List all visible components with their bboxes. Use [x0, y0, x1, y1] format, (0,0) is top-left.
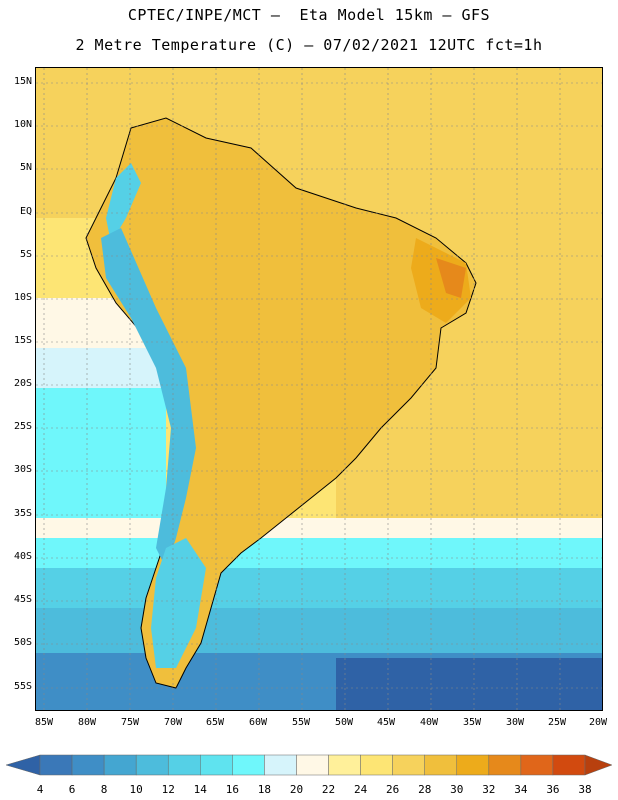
- colorbar-label: 8: [100, 783, 108, 796]
- lat-label-10s: 10S: [13, 292, 32, 303]
- colorbar-label: 22: [321, 783, 336, 796]
- lat-label-40s: 40S: [13, 551, 32, 562]
- lat-label-25s: 25S: [13, 421, 32, 432]
- lon-label-80w: 80W: [77, 717, 97, 728]
- colorbar-swatch: [392, 754, 425, 776]
- colorbar-swatch: [200, 754, 233, 776]
- colorbar-label: 26: [386, 783, 400, 796]
- colorbar-label: 24: [353, 783, 368, 796]
- colorbar-label: 18: [257, 783, 272, 796]
- colorbar-swatch: [488, 754, 522, 776]
- colorbar-label: 16: [225, 783, 239, 796]
- lat-label-15n: 15N: [13, 76, 32, 87]
- colorbar-label: 14: [193, 783, 207, 796]
- colorbar-arrow-high: [584, 754, 613, 776]
- colorbar-label: 34: [514, 783, 528, 796]
- temperature-map: [35, 67, 603, 711]
- lon-label-40w: 40W: [419, 717, 439, 728]
- colorbar-swatch: [39, 754, 73, 776]
- colorbar-label: 4: [36, 783, 44, 796]
- title-line-1: CPTEC/INPE/MCT – Eta Model 15km – GFS: [127, 6, 491, 24]
- lon-label-30w: 30W: [505, 717, 525, 728]
- lat-label-eq: EQ: [19, 206, 32, 217]
- colorbar-swatch: [360, 754, 393, 776]
- colorbar-swatch: [456, 754, 490, 776]
- lon-label-85w: 85W: [34, 717, 54, 728]
- lon-label-50w: 50W: [334, 717, 354, 728]
- colorbar-label: 36: [546, 783, 560, 796]
- colorbar-swatch: [103, 754, 137, 776]
- colorbar-label: 10: [129, 783, 143, 796]
- lon-label-70w: 70W: [163, 717, 183, 728]
- colorbar-arrow-low: [5, 754, 41, 776]
- lat-label-35s: 35S: [13, 508, 32, 519]
- lon-label-75w: 75W: [120, 717, 140, 728]
- colorbar-label: 12: [161, 783, 175, 796]
- colorbar-label: 6: [68, 783, 76, 796]
- lat-label-50s: 50S: [13, 637, 32, 648]
- colorbar-swatch: [328, 754, 361, 776]
- colorbar-swatch: [264, 754, 297, 776]
- colorbar-label: 30: [450, 783, 464, 796]
- lat-label-10n: 10N: [13, 119, 32, 130]
- colorbar-swatch: [135, 754, 169, 776]
- lat-label-20s: 20S: [13, 378, 32, 389]
- colorbar-label: 28: [418, 783, 432, 796]
- colorbar-label: 20: [289, 783, 304, 796]
- colorbar-label: 32: [482, 783, 496, 796]
- lat-label-45s: 45S: [13, 594, 32, 605]
- colorbar-swatch: [552, 754, 586, 776]
- lat-label-30s: 30S: [13, 464, 32, 475]
- colorbar-swatch: [232, 754, 265, 776]
- lat-label-5n: 5N: [19, 162, 32, 173]
- lon-label-35w: 35W: [462, 717, 482, 728]
- lat-label-5s: 5S: [19, 249, 32, 260]
- lon-label-60w: 60W: [248, 717, 268, 728]
- lon-label-25w: 25W: [547, 717, 567, 728]
- lat-label-55s: 55S: [13, 681, 32, 692]
- lat-label-15s: 15S: [13, 335, 32, 346]
- lon-label-45w: 45W: [376, 717, 396, 728]
- colorbar-swatch: [424, 754, 458, 776]
- colorbar-label: 38: [578, 783, 592, 796]
- colorbar-swatch: [296, 754, 329, 776]
- lon-label-20w: 20W: [588, 717, 608, 728]
- colorbar-swatch: [167, 754, 201, 776]
- colorbar-swatch: [520, 754, 554, 776]
- colorbar-swatch: [71, 754, 105, 776]
- lon-label-55w: 55W: [291, 717, 311, 728]
- title-line-2: 2 Metre Temperature (C) – 07/02/2021 12U…: [75, 36, 543, 54]
- lon-label-65w: 65W: [205, 717, 225, 728]
- temperature-colorbar: [5, 754, 613, 776]
